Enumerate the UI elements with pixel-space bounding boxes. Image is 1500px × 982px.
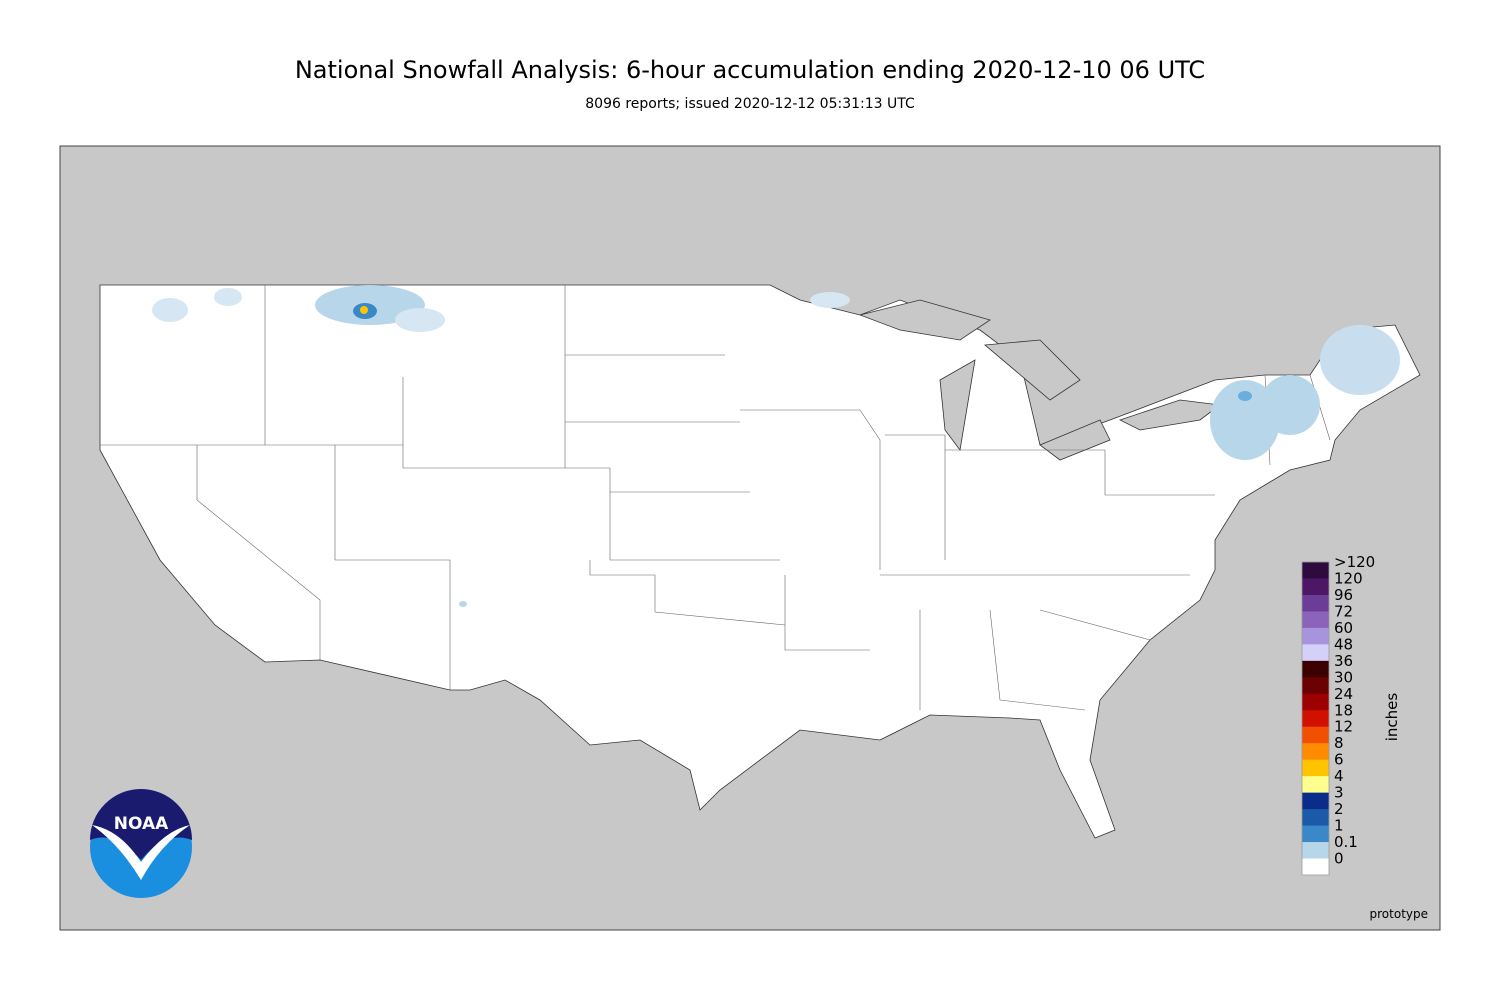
legend-label: 96 <box>1334 586 1353 604</box>
legend-label: 0 <box>1334 850 1344 868</box>
legend-swatch <box>1302 562 1329 579</box>
legend-label: 30 <box>1334 668 1353 686</box>
legend-swatch <box>1302 842 1329 860</box>
noaa-logo: NOAA <box>90 789 192 898</box>
title: National Snowfall Analysis: 6-hour accum… <box>295 56 1205 84</box>
legend-swatch <box>1302 677 1329 695</box>
footer-note: prototype <box>1370 907 1428 921</box>
legend-label: 18 <box>1334 701 1353 719</box>
legend-label: 72 <box>1334 602 1353 620</box>
legend-label: 8 <box>1334 734 1344 752</box>
legend-label: 36 <box>1334 652 1353 670</box>
legend-swatch <box>1302 792 1329 810</box>
legend-label: 6 <box>1334 751 1344 769</box>
legend-swatch <box>1302 627 1329 645</box>
legend-label: 3 <box>1334 784 1344 802</box>
legend-label: 120 <box>1334 569 1363 587</box>
legend-swatch <box>1302 644 1329 662</box>
logo-text: NOAA <box>114 814 169 834</box>
legend-swatch <box>1302 693 1329 711</box>
subtitle: 8096 reports; issued 2020-12-12 05:31:13… <box>585 96 915 112</box>
snowfall-areas <box>152 285 1400 607</box>
legend-label: 4 <box>1334 767 1344 785</box>
legend-frame <box>1301 561 1330 876</box>
legend-swatch <box>1302 710 1329 728</box>
legend-label: >120 <box>1334 553 1375 571</box>
legend-swatch <box>1302 858 1329 876</box>
legend-swatch <box>1302 825 1329 843</box>
legend-swatch <box>1302 743 1329 761</box>
legend-swatch <box>1302 759 1329 777</box>
legend-swatch <box>1302 809 1329 827</box>
legend-swatch <box>1302 776 1329 794</box>
legend-label: 48 <box>1334 635 1353 653</box>
legend-swatch <box>1302 578 1329 596</box>
usa-land <box>99 284 1421 839</box>
legend-label: 1 <box>1334 817 1344 835</box>
legend-label: 24 <box>1334 685 1353 703</box>
legend-swatch <box>1302 594 1329 612</box>
legend-unit: inches <box>1383 693 1401 742</box>
state-borders <box>100 285 1331 711</box>
legend-label: 60 <box>1334 619 1353 637</box>
legend-swatch <box>1302 726 1329 744</box>
legend-label: 2 <box>1334 800 1344 818</box>
map <box>59 145 1441 931</box>
legend-label: 0.1 <box>1334 833 1358 851</box>
legend-swatch <box>1302 611 1329 629</box>
legend-label: 12 <box>1334 718 1353 736</box>
legend-swatch <box>1302 660 1329 678</box>
